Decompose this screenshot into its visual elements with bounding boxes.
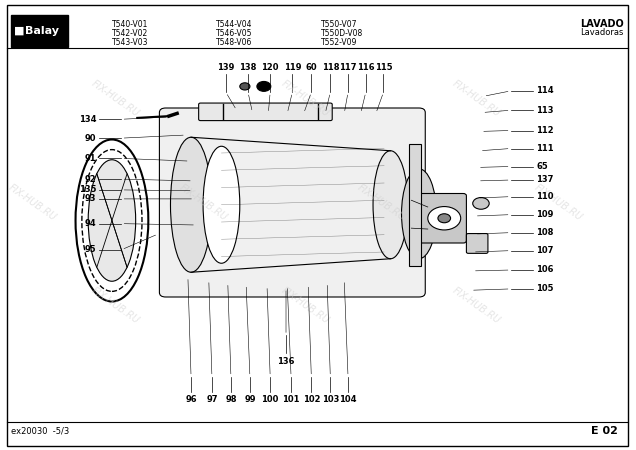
Text: T544-V04: T544-V04 (216, 20, 253, 29)
Circle shape (473, 198, 489, 209)
Ellipse shape (170, 137, 212, 272)
Text: 116: 116 (357, 63, 375, 72)
Text: 60: 60 (305, 63, 317, 72)
Text: 94: 94 (85, 219, 96, 228)
Text: 90: 90 (85, 134, 96, 143)
Text: T548-V06: T548-V06 (216, 38, 252, 47)
Text: T552-V09: T552-V09 (321, 38, 357, 47)
Text: 99: 99 (244, 395, 256, 404)
Text: 106: 106 (536, 266, 553, 274)
Text: 111: 111 (536, 144, 554, 153)
Text: 102: 102 (303, 395, 320, 404)
Text: 134: 134 (79, 115, 96, 124)
Ellipse shape (88, 160, 135, 281)
FancyBboxPatch shape (410, 144, 421, 266)
Text: 103: 103 (322, 395, 339, 404)
Text: T550D-V08: T550D-V08 (321, 29, 363, 38)
Text: 112: 112 (536, 126, 554, 135)
Text: FIX-HUB.RU: FIX-HUB.RU (450, 286, 502, 326)
Text: 91: 91 (85, 154, 96, 163)
Text: 110: 110 (536, 192, 553, 201)
Text: Balay: Balay (25, 26, 59, 36)
Text: 65: 65 (536, 162, 548, 171)
Text: E 02: E 02 (591, 426, 618, 436)
Text: 97: 97 (206, 395, 218, 404)
Text: 109: 109 (536, 210, 553, 219)
Text: 93: 93 (85, 194, 96, 203)
FancyBboxPatch shape (466, 234, 488, 253)
Text: FIX-HUB.RU: FIX-HUB.RU (7, 182, 59, 223)
Text: FIX-HUB.RU: FIX-HUB.RU (450, 79, 502, 119)
Text: 138: 138 (239, 63, 257, 72)
Text: T542-V02: T542-V02 (112, 29, 148, 38)
Text: FIX-HUB.RU: FIX-HUB.RU (89, 79, 141, 119)
Text: 139: 139 (217, 63, 235, 72)
FancyBboxPatch shape (198, 103, 332, 121)
Text: Lavadoras: Lavadoras (580, 28, 624, 37)
Text: 104: 104 (339, 395, 357, 404)
Text: T546-V05: T546-V05 (216, 29, 253, 38)
Text: T543-V03: T543-V03 (112, 38, 148, 47)
Text: FIX-HUB.RU: FIX-HUB.RU (355, 182, 407, 223)
Text: 118: 118 (322, 63, 339, 72)
Circle shape (257, 81, 271, 91)
Text: FIX-HUB.RU: FIX-HUB.RU (178, 182, 230, 223)
Text: ex20030  -5/3: ex20030 -5/3 (11, 427, 69, 436)
Circle shape (438, 214, 450, 223)
FancyBboxPatch shape (160, 108, 425, 297)
Text: 115: 115 (375, 63, 392, 72)
Text: 119: 119 (284, 63, 301, 72)
Circle shape (240, 83, 250, 90)
Ellipse shape (203, 146, 240, 263)
Text: 96: 96 (185, 395, 197, 404)
Text: T550-V07: T550-V07 (321, 20, 357, 29)
Text: 98: 98 (225, 395, 237, 404)
Text: 107: 107 (536, 246, 553, 255)
Ellipse shape (401, 169, 436, 259)
Text: 100: 100 (261, 395, 279, 404)
Text: FIX-HUB.RU: FIX-HUB.RU (532, 182, 584, 223)
Ellipse shape (76, 140, 148, 302)
Text: 92: 92 (85, 175, 96, 184)
Text: LAVADO: LAVADO (580, 19, 624, 29)
Ellipse shape (373, 151, 408, 259)
Text: 135: 135 (79, 185, 96, 194)
Text: 136: 136 (277, 357, 294, 366)
Text: 113: 113 (536, 106, 553, 115)
Text: FIX-HUB.RU: FIX-HUB.RU (89, 286, 141, 326)
Text: T540-V01: T540-V01 (112, 20, 148, 29)
Text: 120: 120 (261, 63, 279, 72)
Text: 95: 95 (85, 245, 96, 254)
FancyBboxPatch shape (419, 194, 466, 243)
Text: 108: 108 (536, 228, 553, 237)
Text: 105: 105 (536, 284, 553, 293)
Text: ■: ■ (14, 26, 24, 36)
Text: 137: 137 (536, 176, 553, 184)
Text: 101: 101 (282, 395, 300, 404)
Text: 117: 117 (339, 63, 357, 72)
Text: 114: 114 (536, 86, 554, 95)
Text: FIX-HUB.RU: FIX-HUB.RU (279, 286, 331, 326)
Text: FIX-HUB.RU: FIX-HUB.RU (279, 79, 331, 119)
Circle shape (428, 207, 460, 230)
FancyBboxPatch shape (11, 15, 67, 47)
